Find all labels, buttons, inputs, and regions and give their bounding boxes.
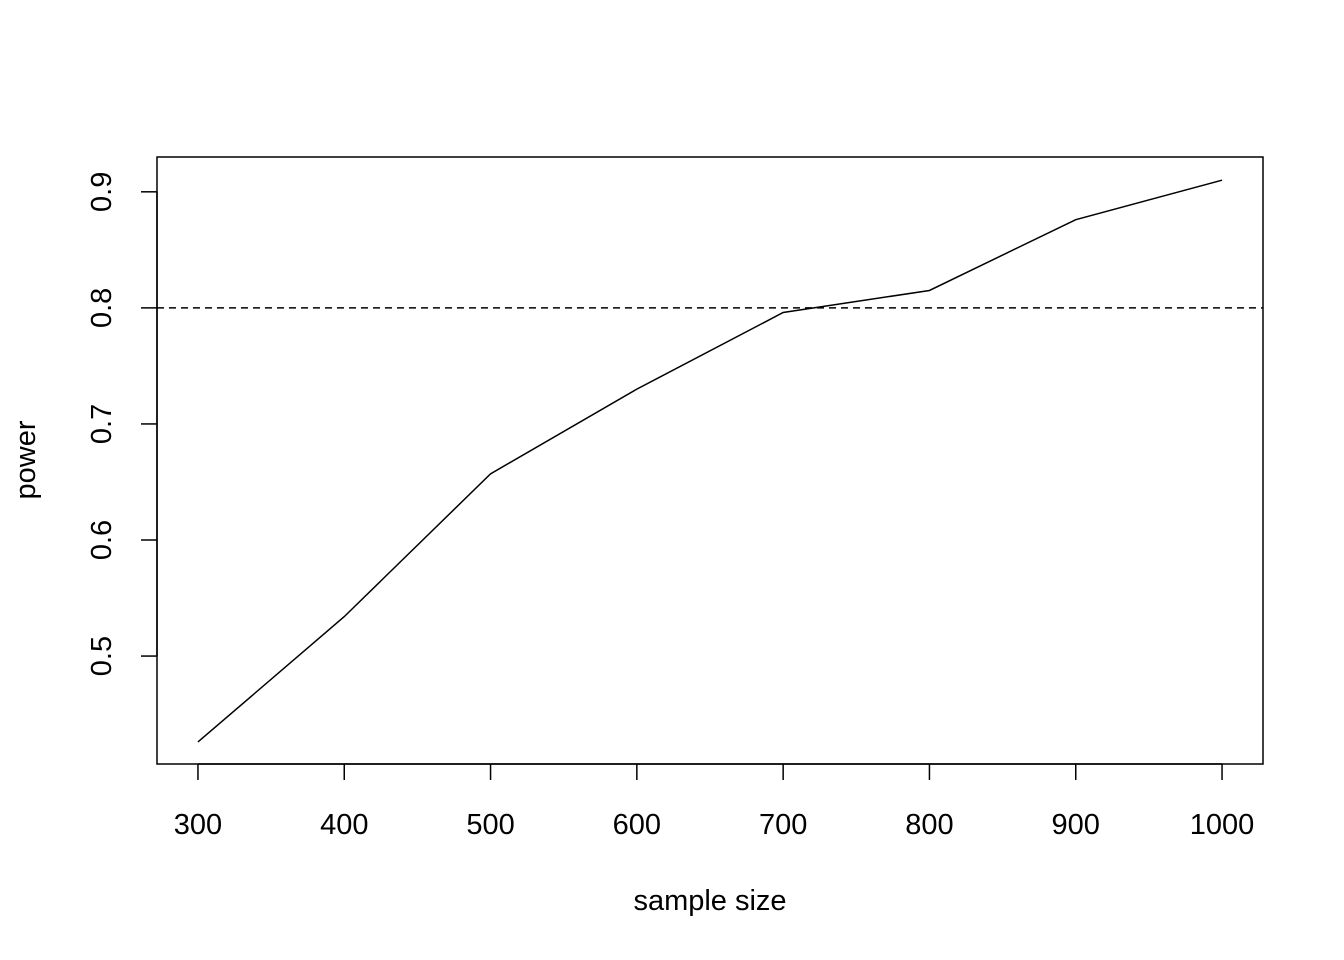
x-tick-label: 400 — [320, 809, 368, 841]
y-tick-label: 0.8 — [86, 288, 118, 328]
series-line — [197, 179, 1223, 743]
x-tick-label: 700 — [759, 809, 807, 841]
plot-frame — [156, 156, 1264, 765]
x-tick-label: 1000 — [1190, 809, 1255, 841]
x-axis: 300 400 500 600 700 800 900 1000 — [174, 763, 1255, 841]
y-axis-title: power — [10, 420, 42, 499]
series-points — [198, 180, 1222, 742]
y-tick-label: 0.7 — [86, 404, 118, 444]
x-tick-label: 500 — [466, 809, 514, 841]
y-tick-label: 0.5 — [86, 636, 118, 676]
x-tick-label: 600 — [613, 809, 661, 841]
y-tick-label: 0.9 — [86, 172, 118, 212]
x-tick-label: 800 — [905, 809, 953, 841]
x-axis-title: sample size — [633, 885, 786, 917]
y-axis: 0.5 0.6 0.7 0.8 0.9 — [86, 172, 158, 676]
y-tick-label: 0.6 — [86, 520, 118, 560]
x-tick-label: 300 — [174, 809, 222, 841]
x-tick-label: 900 — [1052, 809, 1100, 841]
